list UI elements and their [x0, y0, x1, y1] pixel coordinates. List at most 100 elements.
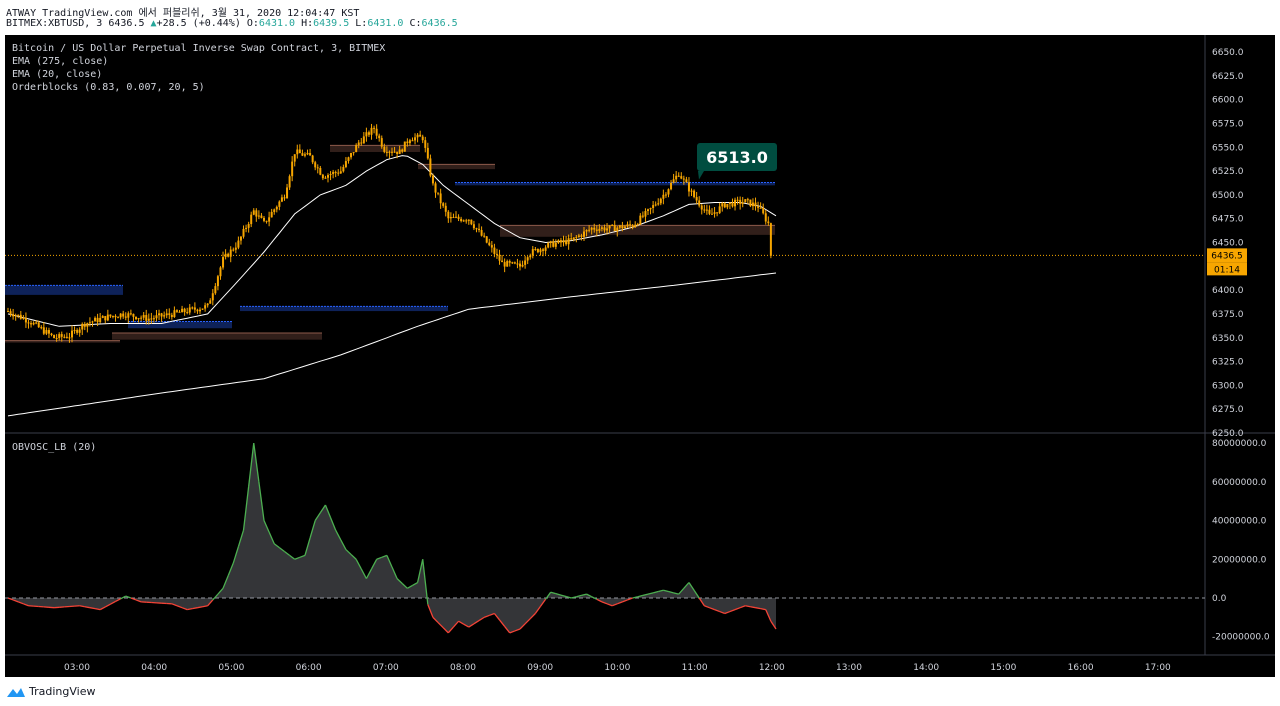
candle-body[interactable]	[301, 153, 304, 156]
candle-body[interactable]	[209, 300, 212, 304]
candle-body[interactable]	[478, 228, 481, 231]
candle-body[interactable]	[24, 317, 27, 323]
candle-body[interactable]	[572, 237, 575, 240]
candle-body[interactable]	[739, 199, 742, 204]
candle-body[interactable]	[214, 286, 217, 294]
candle-body[interactable]	[565, 240, 568, 245]
candle-body[interactable]	[641, 215, 644, 217]
candle-body[interactable]	[137, 318, 140, 320]
candle-body[interactable]	[590, 227, 593, 230]
candle-body[interactable]	[99, 317, 102, 323]
candle-body[interactable]	[60, 334, 63, 337]
candle-body[interactable]	[677, 175, 680, 177]
candle-body[interactable]	[296, 149, 299, 155]
candle-body[interactable]	[83, 323, 86, 327]
candle-body[interactable]	[621, 225, 624, 229]
candle-body[interactable]	[408, 140, 411, 144]
candle-body[interactable]	[152, 318, 155, 320]
candle-body[interactable]	[101, 316, 104, 318]
candle-body[interactable]	[580, 235, 583, 237]
candle-body[interactable]	[757, 206, 760, 208]
candle-body[interactable]	[327, 175, 329, 178]
candle-body[interactable]	[457, 216, 460, 219]
candle-body[interactable]	[716, 212, 719, 214]
candle-body[interactable]	[350, 153, 353, 158]
candle-body[interactable]	[549, 241, 552, 243]
candle-body[interactable]	[255, 210, 258, 217]
candle-body[interactable]	[731, 202, 734, 207]
candle-body[interactable]	[88, 322, 91, 324]
candle-body[interactable]	[329, 174, 332, 176]
candle-body[interactable]	[480, 230, 483, 236]
candle-body[interactable]	[593, 227, 596, 230]
candle-body[interactable]	[726, 203, 729, 208]
candle-body[interactable]	[278, 201, 281, 207]
candle-body[interactable]	[58, 334, 61, 339]
candle-body[interactable]	[626, 224, 629, 227]
candle-body[interactable]	[40, 327, 43, 329]
candle-body[interactable]	[647, 209, 649, 211]
candle-body[interactable]	[339, 171, 342, 174]
candle-body[interactable]	[498, 254, 501, 261]
candle-body[interactable]	[472, 224, 475, 229]
candle-body[interactable]	[506, 261, 509, 267]
candle-body[interactable]	[744, 199, 747, 203]
candle-body[interactable]	[434, 183, 437, 193]
candle-body[interactable]	[746, 199, 749, 201]
candle-body[interactable]	[81, 323, 84, 330]
candle-body[interactable]	[403, 141, 406, 152]
candle-body[interactable]	[685, 179, 688, 183]
candle-body[interactable]	[45, 330, 48, 334]
candle-body[interactable]	[316, 167, 319, 169]
candle-body[interactable]	[222, 257, 225, 268]
candle-body[interactable]	[385, 151, 388, 153]
candle-body[interactable]	[442, 203, 445, 206]
candle-body[interactable]	[19, 314, 22, 319]
candle-body[interactable]	[37, 322, 40, 328]
candle-body[interactable]	[375, 128, 378, 136]
candle-body[interactable]	[575, 236, 578, 238]
symbol-label[interactable]: BITMEX:XBTUSD, 3	[6, 18, 103, 29]
candle-body[interactable]	[247, 224, 250, 228]
candle-body[interactable]	[391, 151, 393, 153]
candle-body[interactable]	[695, 197, 698, 201]
candle-body[interactable]	[357, 142, 360, 146]
candle-body[interactable]	[68, 337, 71, 339]
candle-body[interactable]	[12, 313, 15, 317]
candle-body[interactable]	[544, 247, 547, 251]
candle-body[interactable]	[78, 329, 81, 333]
candle-body[interactable]	[552, 241, 555, 247]
candle-body[interactable]	[588, 229, 591, 231]
candle-body[interactable]	[570, 238, 573, 240]
candle-body[interactable]	[736, 199, 739, 201]
candle-body[interactable]	[764, 213, 767, 222]
candle-body[interactable]	[680, 176, 683, 179]
candle-body[interactable]	[411, 140, 414, 142]
candle-body[interactable]	[114, 315, 117, 318]
candle-body[interactable]	[495, 253, 498, 255]
candle-body[interactable]	[513, 262, 516, 264]
candle-body[interactable]	[759, 207, 762, 209]
candle-body[interactable]	[216, 276, 219, 287]
candle-body[interactable]	[104, 316, 107, 321]
candle-body[interactable]	[344, 161, 347, 168]
candle-body[interactable]	[396, 151, 399, 154]
candle-body[interactable]	[42, 327, 45, 334]
candle-body[interactable]	[652, 205, 655, 209]
candle-body[interactable]	[199, 309, 201, 312]
candle-body[interactable]	[337, 172, 340, 174]
candle-body[interactable]	[268, 217, 271, 222]
candle-body[interactable]	[493, 247, 496, 254]
candle-body[interactable]	[252, 210, 255, 215]
candle-body[interactable]	[613, 225, 616, 232]
candle-body[interactable]	[542, 249, 545, 251]
candle-body[interactable]	[76, 330, 79, 333]
candle-body[interactable]	[291, 161, 294, 177]
candle-body[interactable]	[608, 225, 611, 229]
candle-body[interactable]	[431, 175, 434, 184]
candle-body[interactable]	[483, 235, 486, 237]
candle-body[interactable]	[293, 154, 296, 162]
candle-body[interactable]	[634, 224, 637, 228]
candle-body[interactable]	[682, 178, 685, 180]
candle-body[interactable]	[370, 127, 373, 135]
